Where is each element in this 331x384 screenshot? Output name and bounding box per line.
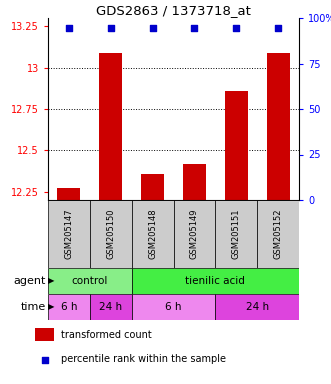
- Bar: [48, 200, 90, 268]
- Bar: [90, 200, 132, 268]
- Bar: [215, 294, 299, 320]
- Title: GDS2863 / 1373718_at: GDS2863 / 1373718_at: [96, 4, 251, 17]
- Point: [275, 25, 281, 31]
- Bar: [266, 53, 290, 200]
- Point: [42, 356, 47, 362]
- Bar: [132, 294, 215, 320]
- Text: control: control: [71, 276, 108, 286]
- Text: ▶: ▶: [48, 276, 54, 285]
- Bar: [141, 174, 164, 200]
- Point: [192, 25, 197, 31]
- Text: GSM205148: GSM205148: [148, 209, 157, 259]
- Point: [150, 25, 155, 31]
- Text: tienilic acid: tienilic acid: [185, 276, 245, 286]
- Text: transformed count: transformed count: [61, 329, 151, 339]
- Bar: [225, 91, 248, 200]
- Bar: [183, 164, 206, 200]
- Bar: [57, 189, 80, 200]
- Bar: [99, 53, 122, 200]
- Bar: [215, 200, 257, 268]
- Text: 6 h: 6 h: [61, 302, 77, 312]
- Text: ▶: ▶: [48, 303, 54, 311]
- Bar: [90, 294, 132, 320]
- Bar: [35, 328, 54, 341]
- Bar: [173, 200, 215, 268]
- Bar: [48, 268, 132, 294]
- Bar: [132, 200, 173, 268]
- Text: GSM205150: GSM205150: [106, 209, 115, 259]
- Bar: [132, 268, 299, 294]
- Point: [108, 25, 114, 31]
- Text: 6 h: 6 h: [165, 302, 182, 312]
- Text: 24 h: 24 h: [99, 302, 122, 312]
- Bar: [257, 200, 299, 268]
- Text: GSM205147: GSM205147: [65, 209, 73, 259]
- Text: agent: agent: [14, 276, 46, 286]
- Text: GSM205151: GSM205151: [232, 209, 241, 259]
- Text: time: time: [21, 302, 46, 312]
- Text: 24 h: 24 h: [246, 302, 269, 312]
- Bar: [48, 294, 90, 320]
- Text: percentile rank within the sample: percentile rank within the sample: [61, 354, 226, 364]
- Point: [234, 25, 239, 31]
- Text: GSM205152: GSM205152: [274, 209, 283, 259]
- Point: [66, 25, 71, 31]
- Text: GSM205149: GSM205149: [190, 209, 199, 259]
